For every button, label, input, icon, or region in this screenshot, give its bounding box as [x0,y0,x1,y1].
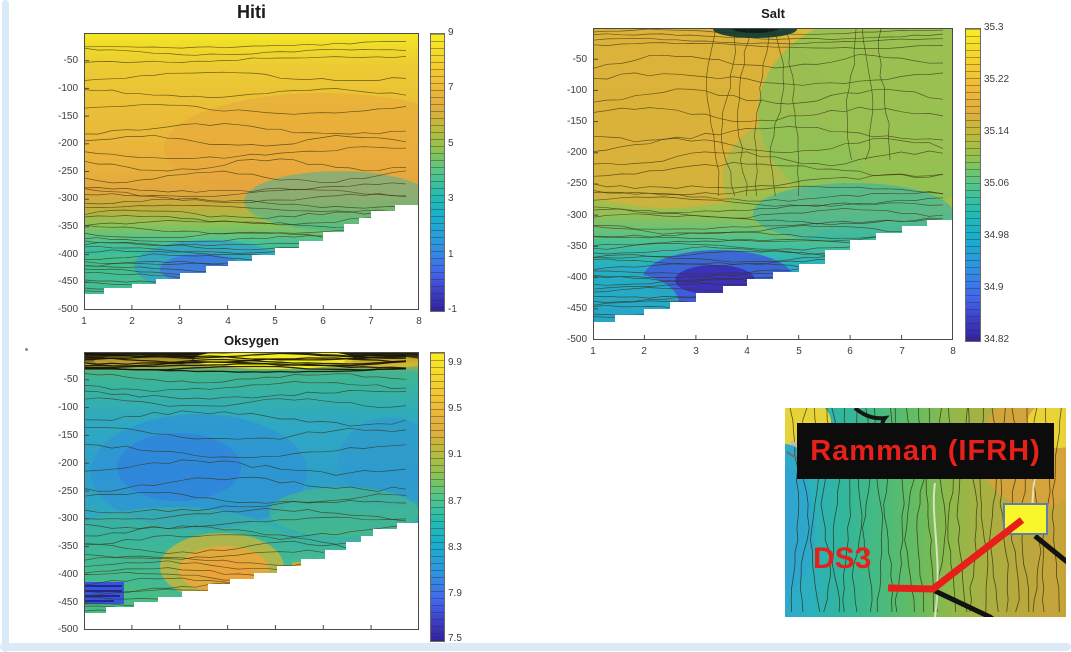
hiti-y-tick: -250 [57,166,78,177]
oksygen-y-tick: -150 [57,430,78,441]
hiti-x-tick: 8 [416,316,422,327]
salt-colorbar-tick: 34.9 [984,282,1004,293]
hiti-x-tick: 6 [320,316,326,327]
salt-y-tick: -500 [566,334,587,345]
salt-colorbar [965,28,981,342]
hiti-x-tick: 2 [129,316,135,327]
hiti-title: Hiti [237,2,266,22]
oksygen-colorbar [430,352,445,642]
map-cable-line [933,588,995,617]
hiti-y-tick: -200 [57,138,78,149]
oksygen-y-tick: -200 [57,458,78,469]
oksygen-y-tick: -100 [57,402,78,413]
salt-y-tick: -100 [566,85,587,96]
oksygen-seafloor-mask [84,523,419,630]
hiti-seafloor-mask [84,205,419,310]
hiti-y-tick: -150 [57,111,78,122]
hiti-colorbar-tick: 7 [448,82,454,93]
map-highlight-contour [932,482,939,617]
oksygen-y-tick: -400 [57,569,78,580]
oksygen-y-tick: -50 [63,374,78,385]
salt-seafloor-mask [593,220,953,340]
hiti-axis-ticks [84,60,419,310]
salt-y-tick: -350 [566,241,587,252]
stray-dot [25,348,28,351]
salt-x-tick: 5 [796,346,802,357]
salt-colorbar-tick: 35.3 [984,22,1004,33]
salt-y-tick: -400 [566,272,587,283]
hiti-x-tick: 5 [272,316,278,327]
salt-x-tick: 1 [590,346,596,357]
hiti-x-tick: 4 [225,316,231,327]
salt-axis-ticks [593,58,953,340]
hiti-y-tick: -100 [57,83,78,94]
hiti-y-tick: -50 [63,55,78,66]
map-banner-label: Ramman (IFRH) [810,434,1041,467]
oksygen-y-tick: -500 [57,624,78,635]
oksygen-colorbar-tick: 9.9 [448,357,462,368]
salt-x-tick: 6 [847,346,853,357]
hiti-x-tick: 1 [81,316,87,327]
hiti-colorbar-tick: 3 [448,193,454,204]
frame-border-left [2,0,9,652]
salt-x-tick: 2 [641,346,647,357]
oksygen-title: Oksygen [224,333,279,348]
oksygen-colorbar-tick: 7.5 [448,633,462,644]
hiti-y-tick: -500 [57,304,78,315]
hiti-x-tick: 7 [368,316,374,327]
hiti-y-tick: -350 [57,221,78,232]
salt-y-tick: -50 [572,54,587,65]
hiti-colorbar-tick: -1 [448,304,457,315]
oksygen-y-tick: -450 [57,597,78,608]
map-banner: Ramman (IFRH) [797,423,1054,479]
salt-y-tick: -300 [566,210,587,221]
map-cable-line [1033,534,1066,565]
hiti-x-tick: 3 [177,316,183,327]
oksygen-colorbar-tick: 8.7 [448,496,462,507]
salt-x-tick: 3 [693,346,699,357]
salt-x-tick: 7 [899,346,905,357]
salt-colorbar-tick: 35.06 [984,178,1010,189]
map-survey-track [887,517,1025,593]
salt-y-tick: -200 [566,147,587,158]
salt-colorbar-tick: 35.14 [984,126,1010,137]
oksygen-colorbar-tick: 9.5 [448,403,462,414]
salt-colorbar-tick: 34.82 [984,334,1010,345]
oksygen-y-tick: -350 [57,541,78,552]
salt-contour-plot [593,28,953,340]
hiti-colorbar-tick: 9 [448,27,454,38]
map-inset: Ramman (IFRH) DS3 [785,408,1066,617]
oksygen-y-tick: -250 [57,486,78,497]
salt-title: Salt [761,6,785,21]
oksygen-y-tick: -300 [57,513,78,524]
oksygen-axis-ticks [84,379,419,630]
hiti-colorbar-tick: 5 [448,138,454,149]
oksygen-colorbar-tick: 9.1 [448,449,462,460]
salt-y-tick: -450 [566,303,587,314]
hiti-y-tick: -400 [57,249,78,260]
salt-colorbar-tick: 35.22 [984,74,1010,85]
oksygen-colorbar-tick: 7.9 [448,588,462,599]
salt-y-tick: -250 [566,178,587,189]
hiti-colorbar [430,33,445,312]
salt-x-tick: 8 [950,346,956,357]
hiti-y-tick: -300 [57,193,78,204]
map-station-label: DS3 [813,542,872,575]
frame-border-bottom [0,643,1071,651]
salt-colorbar-tick: 34.98 [984,230,1010,241]
oksygen-colorbar-tick: 8.3 [448,542,462,553]
hiti-colorbar-tick: 1 [448,249,454,260]
hiti-y-tick: -450 [57,276,78,287]
hiti-contour-plot [84,33,419,310]
salt-x-tick: 4 [744,346,750,357]
oksygen-contour-plot [84,352,419,630]
salt-y-tick: -150 [566,116,587,127]
